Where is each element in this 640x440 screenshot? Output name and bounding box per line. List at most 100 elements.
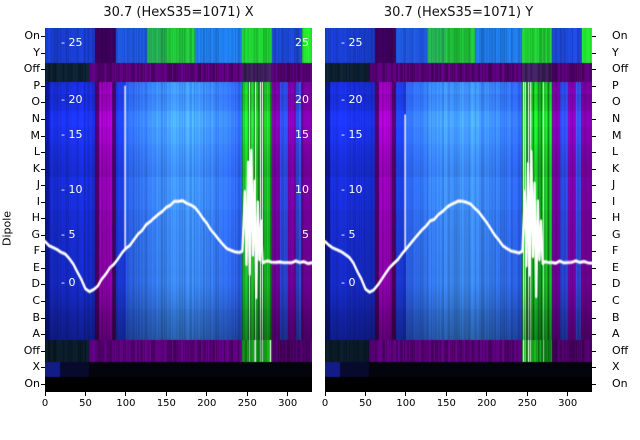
scale-label-right: 5 [302,228,309,242]
y-tick-mark [41,85,45,87]
row-label-left: C [32,294,40,307]
row-label-right: On [612,376,628,390]
y-tick-mark [592,52,596,54]
scale-label-left: - 20 [341,93,363,107]
scale-label-left: - 25 [61,35,83,49]
row-label-left: J [36,178,40,192]
y-tick-mark [41,119,45,120]
y-tick-mark [41,152,45,154]
scale-label-right: 10 [295,182,309,196]
y-tick-mark [592,85,596,87]
x-tick-mark [486,392,488,396]
row-label-right: J [612,178,616,192]
y-tick-mark [592,36,596,38]
y-tick-mark [592,383,596,385]
x-tick-label: 250 [517,398,537,409]
row-label-right: On [612,29,628,43]
y-tick-mark [592,102,596,104]
y-tick-mark [592,284,596,286]
row-label-left: X [32,360,40,374]
y-tick-mark [592,152,596,154]
row-label-right: Off [612,62,629,76]
scale-label-left: - 25 [341,35,363,49]
y-tick-mark [41,168,45,170]
row-label-right: X [612,360,620,374]
y-tick-mark [41,135,45,137]
x-tick-label: 200 [477,398,497,409]
scale-label-left: - 15 [61,128,83,142]
x-tick-mark [84,392,86,396]
x-tick-mark [567,392,569,396]
x-tick-label: 300 [558,398,578,409]
x-tick-label: 0 [41,398,49,409]
heatmap-panel-y: 30.7 (HexS35=1071) Y 0 50 100 150 200 250 300 -… [322,5,592,409]
x-tick-label: 250 [237,398,257,409]
y-tick-mark [41,301,45,302]
x-tick-label: 50 [79,398,92,409]
x-tick-mark [405,392,407,396]
x-tick-mark [44,392,46,396]
y-tick-mark [592,119,596,120]
row-label-left: P [33,78,40,92]
row-label-right: D [612,277,621,291]
x-tick-mark [125,392,127,396]
x-tick-mark [246,392,248,396]
scale-label-left: - 10 [61,182,83,196]
x-tick-mark [445,392,447,396]
x-tick-label: 100 [116,398,136,409]
scale-label-right: 20 [295,93,309,107]
row-label-right: H [612,211,621,225]
y-tick-mark [592,234,596,236]
panel-title-y: 30.7 (HexS35=1071) Y [383,5,534,20]
row-label-left: On [24,376,40,390]
heatmap-canvas-x [45,28,312,392]
row-label-left: F [33,244,40,258]
row-label-right: P [612,78,619,92]
x-tick-mark [165,392,167,396]
y-tick-mark [592,201,596,203]
row-label-right: E [612,260,619,274]
x-tick-mark [324,392,326,396]
row-label-right: G [612,227,621,241]
y-tick-mark [592,135,596,137]
x-tick-label: 100 [396,398,416,409]
y-tick-mark [41,267,45,269]
x-tick-label: 150 [156,398,176,409]
row-label-right: F [612,244,619,258]
y-tick-mark [41,383,45,385]
x-tick-label: 200 [197,398,217,409]
row-label-left: Off [23,62,40,76]
row-label-left: B [32,310,40,324]
y-tick-mark [592,350,596,352]
row-label-left: E [33,260,40,274]
row-label-left: Y [33,45,40,59]
row-label-left: Off [23,343,40,357]
x-tick-label: 150 [436,398,456,409]
scale-label-right: 15 [295,128,309,142]
y-tick-mark [41,185,45,187]
x-tick-label: 50 [359,398,372,409]
y-tick-mark [592,185,596,187]
y-tick-mark [41,284,45,286]
y-tick-mark [41,69,45,71]
x-tick-mark [364,392,366,396]
row-label-left: On [24,29,40,43]
row-label-left: N [31,112,40,125]
y-tick-mark [41,36,45,38]
y-tick-mark [41,251,45,253]
x-tick-label: 300 [278,398,298,409]
row-label-right: C [612,294,620,307]
x-tick-mark [526,392,528,396]
y-tick-mark [41,334,45,336]
row-label-left: O [31,95,40,109]
row-label-left: D [31,277,40,291]
row-label-right: M [612,128,622,142]
scale-label-left: - 0 [341,275,356,289]
y-tick-mark [41,350,45,352]
y-tick-mark [592,69,596,71]
row-label-right: B [612,310,620,324]
y-tick-mark [41,218,45,220]
y-tick-mark [41,367,45,369]
scale-label-left: - 5 [61,228,76,242]
